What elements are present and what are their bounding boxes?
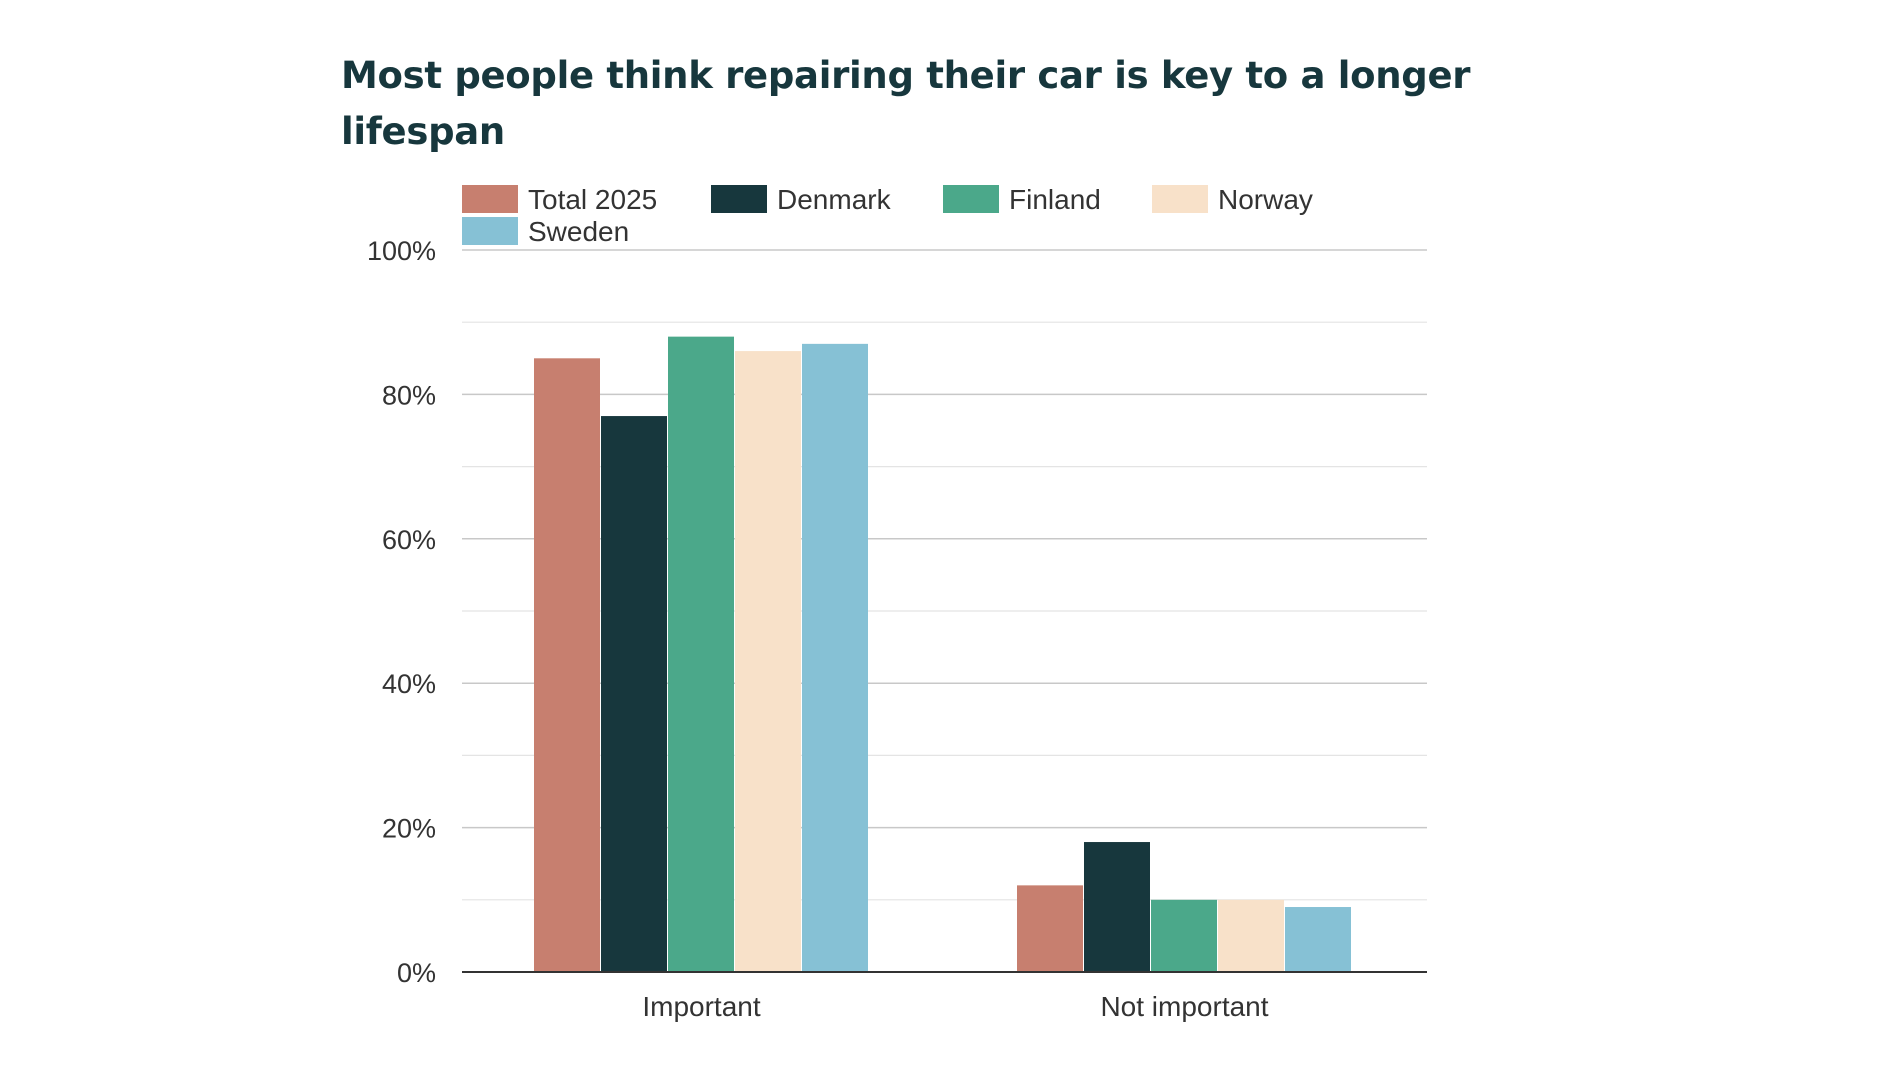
legend-item-denmark: Denmark — [711, 184, 892, 215]
bar-not-important-denmark: Denmark: 18% — [1084, 842, 1150, 972]
legend-label-sweden: Sweden — [528, 216, 629, 247]
bar-not-important-sweden: Sweden: 9% — [1285, 907, 1351, 972]
legend-item-finland: Finland — [943, 184, 1101, 215]
bar-not-important-finland: Finland: 10% — [1151, 899, 1217, 972]
bar-important-norway: Norway: 86% — [735, 351, 801, 973]
bar-not-important-total-2025: Total 2025: 12% — [1017, 885, 1083, 972]
bar-important-finland: Finland: 88% — [668, 336, 734, 972]
bar-group-important: Total 2025: 85%Denmark: 77%Finland: 88%N… — [534, 336, 868, 973]
y-tick-label: 100% — [367, 236, 436, 266]
bar-important-total-2025: Total 2025: 85% — [534, 358, 600, 972]
legend-swatch-sweden — [462, 217, 518, 245]
legend-item-total-2025: Total 2025 — [462, 184, 657, 215]
bar-important-denmark: Denmark: 77% — [601, 416, 667, 972]
legend-label-total-2025: Total 2025 — [528, 184, 657, 215]
y-axis: 0% 20% 40% 60% 80% 100% — [367, 236, 436, 988]
legend-swatch-denmark — [711, 185, 767, 213]
legend-item-sweden: Sweden — [462, 216, 629, 247]
legend-label-finland: Finland — [1009, 184, 1101, 215]
legend-swatch-norway — [1152, 185, 1208, 213]
legend-label-norway: Norway — [1218, 184, 1313, 215]
legend-swatch-finland — [943, 185, 999, 213]
chart-legend: Total 2025 Denmark Finland Norway Sweden — [462, 184, 1313, 247]
y-tick-label: 40% — [382, 669, 436, 699]
chart-title: Most people think repairing their car is… — [341, 54, 1471, 153]
legend-item-norway: Norway — [1152, 184, 1313, 215]
y-tick-label: 60% — [382, 525, 436, 555]
x-category-label-not-important: Not important — [1100, 991, 1268, 1022]
x-axis: Important Not important — [462, 971, 1427, 1022]
y-tick-label: 20% — [382, 814, 436, 844]
y-tick-label: 80% — [382, 380, 436, 410]
x-category-label-important: Important — [642, 991, 760, 1022]
y-tick-label: 0% — [397, 958, 436, 988]
legend-label-denmark: Denmark — [777, 184, 892, 215]
chart-bars: Total 2025: 85%Denmark: 77%Finland: 88%N… — [534, 336, 1351, 973]
bar-not-important-norway: Norway: 10% — [1218, 899, 1284, 972]
bar-group-not-important: Total 2025: 12%Denmark: 18%Finland: 10%N… — [1017, 842, 1351, 972]
legend-swatch-total-2025 — [462, 185, 518, 213]
bar-important-sweden: Sweden: 87% — [802, 343, 868, 972]
